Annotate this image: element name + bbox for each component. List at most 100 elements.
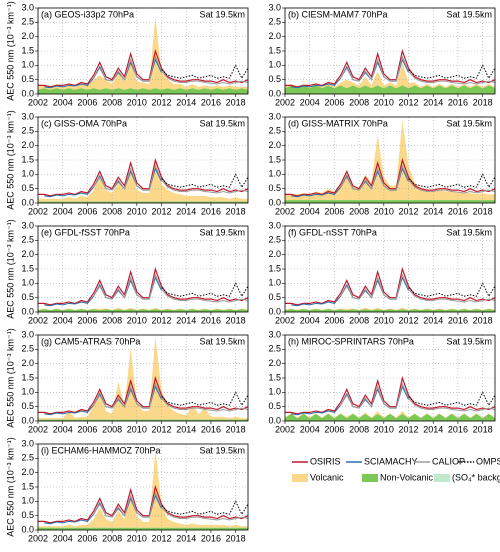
observation-line xyxy=(38,48,249,88)
observation-line xyxy=(408,391,496,407)
plot-frame xyxy=(37,443,249,531)
panel-note: Sat 19.5km xyxy=(199,336,245,346)
observation-line xyxy=(38,157,249,197)
observation-line xyxy=(93,273,249,303)
y-tick-label: 2.0 xyxy=(21,140,34,150)
panel: 0.0 0.5 1.0 1.5 2.0 2.5 3.0 2002 2004 2006 2008 201… xyxy=(5,437,249,543)
legend-swatch xyxy=(434,474,450,482)
plot-frame xyxy=(37,334,249,422)
observation-line xyxy=(38,266,249,306)
y-tick-label: 1.5 xyxy=(268,372,281,382)
non-volcanic-area xyxy=(38,527,248,530)
x-tick-label: 2010 xyxy=(374,315,394,325)
y-tick-label: 1.5 xyxy=(21,263,34,273)
observation-line xyxy=(161,391,249,407)
volcanic-area xyxy=(38,307,248,311)
panel: 0.0 0.5 1.0 1.5 2.0 2.5 3.0 2002 2004 2006 2008 201… xyxy=(5,1,249,107)
x-tick-label: 2008 xyxy=(102,315,122,325)
panel-note: Sat 19.5km xyxy=(446,118,492,128)
volcanic-area xyxy=(285,410,495,419)
y-tick-label: 0.5 xyxy=(21,74,34,84)
x-tick-label: 2010 xyxy=(127,424,147,434)
x-tick-label: 2014 xyxy=(423,315,443,325)
observation-line xyxy=(285,48,496,88)
x-tick-label: 2002 xyxy=(28,533,48,543)
y-tick-label: 2.5 xyxy=(268,126,281,136)
x-tick-label: 2004 xyxy=(53,97,73,107)
y-tick-label: 3.0 xyxy=(268,2,281,12)
x-tick-label: 2012 xyxy=(399,97,419,107)
observation-line xyxy=(408,282,496,298)
x-tick-label: 2018 xyxy=(226,424,246,434)
non-volcanic-area xyxy=(285,413,495,421)
y-tick-label: 3.0 xyxy=(21,2,34,12)
x-tick-label: 2012 xyxy=(152,97,172,107)
y-tick-label: 0.5 xyxy=(21,292,34,302)
panel-title: (e) GFDL-fSST 70hPa xyxy=(41,227,130,237)
observation-line xyxy=(93,491,249,521)
observation-line xyxy=(340,273,496,303)
y-tick-label: 1.5 xyxy=(21,45,34,55)
observation-line xyxy=(93,164,249,194)
y-axis-label: AEC 550 nm (10⁻³ km⁻¹) xyxy=(5,328,15,428)
x-tick-label: 2008 xyxy=(349,424,369,434)
non-volcanic-area xyxy=(285,200,495,203)
panel-title: (b) CIESM-MAM7 70hPa xyxy=(288,9,388,19)
y-tick-label: 2.5 xyxy=(268,344,281,354)
y-tick-label: 0.5 xyxy=(21,401,34,411)
x-tick-label: 2008 xyxy=(102,424,122,434)
plot-frame xyxy=(37,7,249,95)
x-tick-label: 2012 xyxy=(152,424,172,434)
x-tick-label: 2006 xyxy=(324,315,344,325)
x-tick-label: 2008 xyxy=(349,97,369,107)
observation-line xyxy=(340,164,496,194)
y-tick-label: 0.5 xyxy=(268,292,281,302)
y-tick-label: 2.5 xyxy=(268,17,281,27)
y-tick-label: 1.0 xyxy=(21,169,34,179)
y-tick-label: 2.5 xyxy=(21,235,34,245)
legend-label: Volcanic xyxy=(310,472,344,482)
panel-note: Sat 19.5km xyxy=(199,445,245,455)
panel-title: (h) MIROC-SPRINTARS 70hPa xyxy=(288,336,414,346)
y-tick-label: 2.0 xyxy=(268,358,281,368)
y-tick-label: 1.0 xyxy=(268,278,281,288)
x-tick-label: 2018 xyxy=(226,315,246,325)
x-tick-label: 2016 xyxy=(201,533,221,543)
y-tick-label: 0.0 xyxy=(268,88,281,98)
plot-frame xyxy=(284,116,496,204)
panel-note: Sat 19.5km xyxy=(199,118,245,128)
observation-line xyxy=(285,157,496,197)
panel-note: Sat 19.5km xyxy=(446,9,492,19)
y-tick-label: 1.0 xyxy=(21,60,34,70)
y-tick-label: 1.5 xyxy=(268,45,281,55)
x-tick-label: 2014 xyxy=(176,315,196,325)
x-tick-label: 2008 xyxy=(102,97,122,107)
x-tick-label: 2002 xyxy=(28,424,48,434)
x-tick-label: 2018 xyxy=(473,97,493,107)
panel-note: Sat 19.5km xyxy=(199,227,245,237)
y-tick-label: 1.5 xyxy=(21,154,34,164)
y-tick-label: 2.5 xyxy=(21,344,34,354)
legend-swatch xyxy=(292,474,308,482)
panel: 0.0 0.5 1.0 1.5 2.0 2.5 3.0 2002 2004 2006 2008 201… xyxy=(5,110,249,216)
x-tick-label: 2006 xyxy=(324,424,344,434)
observation-line xyxy=(408,173,496,189)
x-tick-label: 2018 xyxy=(473,206,493,216)
y-tick-label: 0.5 xyxy=(268,401,281,411)
y-tick-label: 3.0 xyxy=(21,111,34,121)
x-tick-label: 2016 xyxy=(201,424,221,434)
x-tick-label: 2004 xyxy=(300,97,320,107)
x-tick-label: 2006 xyxy=(77,206,97,216)
legend-label: SCIAMACHY xyxy=(364,456,418,466)
y-tick-label: 3.0 xyxy=(268,220,281,230)
x-tick-label: 2010 xyxy=(374,97,394,107)
panel-title: (d) GISS-MATRIX 70hPa xyxy=(288,118,388,128)
x-tick-label: 2012 xyxy=(152,206,172,216)
y-axis-label: AEC 550 nm (10⁻³ km⁻¹) xyxy=(5,110,15,210)
y-tick-label: 2.0 xyxy=(268,140,281,150)
y-tick-label: 1.0 xyxy=(21,387,34,397)
non-volcanic-area xyxy=(285,85,495,94)
panel: 0.0 0.5 1.0 1.5 2.0 2.5 3.0 2002 2004 2006 2008 201… xyxy=(268,220,496,325)
non-volcanic-area xyxy=(285,309,495,312)
x-tick-label: 2004 xyxy=(300,424,320,434)
